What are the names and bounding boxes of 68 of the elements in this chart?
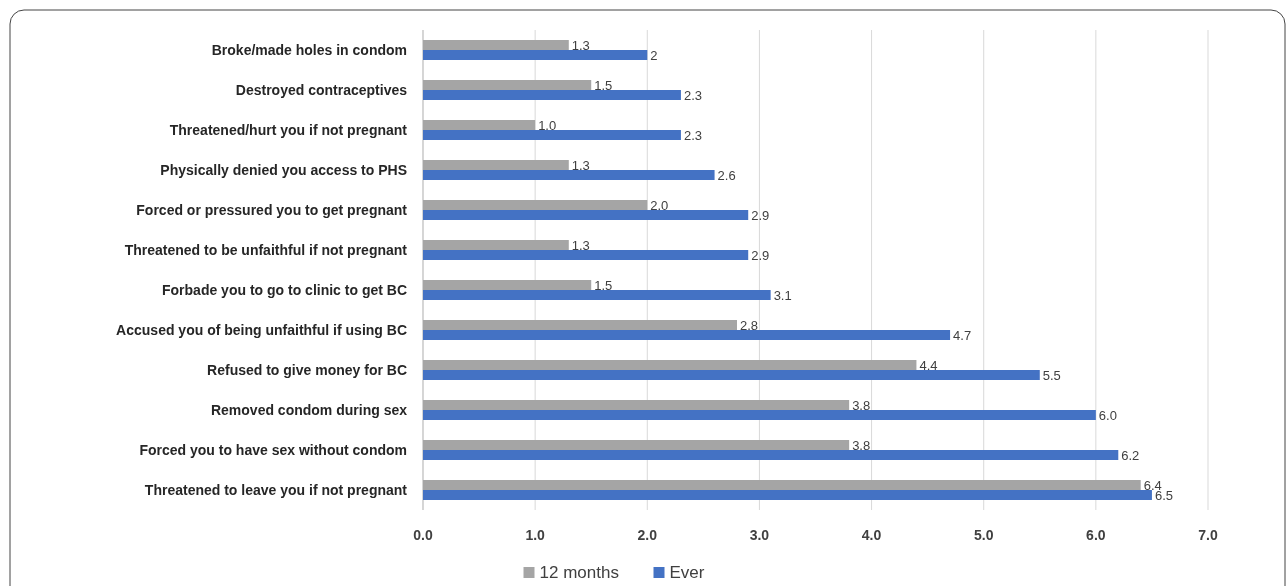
data-label: 2.3 bbox=[683, 128, 703, 143]
y-tick-label: Forced or pressured you to get pregnant bbox=[136, 202, 408, 218]
x-tick-label: 4.0 bbox=[861, 527, 882, 543]
y-tick-label: Forced you to have sex without condom bbox=[139, 442, 407, 458]
data-label: 1.3 bbox=[571, 38, 590, 53]
data-label: 3.8 bbox=[852, 398, 871, 413]
bar bbox=[423, 490, 1152, 500]
y-tick-label: Destroyed contraceptives bbox=[235, 82, 408, 98]
legend-label: Ever bbox=[669, 563, 705, 582]
y-tick-label: Threatened to be unfaithful if not pregnant bbox=[124, 242, 408, 258]
data-label: 4.7 bbox=[953, 328, 972, 343]
y-tick-label: Accused you of being unfaithful if using BC bbox=[116, 322, 407, 338]
y-tick-label: Threatened to leave you if not pregnant bbox=[144, 482, 408, 498]
data-label: 4.4 bbox=[919, 358, 938, 373]
y-tick-label: Broke/made holes in condom bbox=[211, 42, 407, 58]
x-tick-label: 3.0 bbox=[749, 527, 770, 543]
data-label: 1.5 bbox=[594, 278, 613, 293]
x-tick-label: 5.0 bbox=[973, 527, 994, 543]
data-label: 2.3 bbox=[683, 88, 703, 103]
bar bbox=[423, 170, 715, 180]
x-tick-label: 7.0 bbox=[1198, 527, 1218, 543]
bar bbox=[423, 290, 771, 300]
bar bbox=[423, 80, 592, 90]
bar bbox=[423, 240, 569, 250]
bar bbox=[423, 360, 917, 370]
bar bbox=[423, 50, 648, 60]
data-label: 2.8 bbox=[740, 318, 759, 333]
legend-label: 12 months bbox=[539, 563, 619, 582]
bar bbox=[423, 370, 1040, 380]
data-label: 3.8 bbox=[852, 438, 871, 453]
bar bbox=[423, 440, 850, 450]
bar bbox=[423, 330, 951, 340]
bar bbox=[423, 160, 569, 170]
bar bbox=[423, 400, 850, 410]
bar bbox=[423, 450, 1119, 460]
y-tick-label: Threatened/hurt you if not pregnant bbox=[169, 122, 408, 138]
data-label: 6.2 bbox=[1121, 448, 1140, 463]
x-tick-label: 0.0 bbox=[413, 527, 433, 543]
data-label: 2.9 bbox=[751, 248, 770, 263]
y-tick-label: Physically denied you access to PHS bbox=[160, 162, 407, 178]
bar bbox=[423, 90, 681, 100]
data-label: 3.1 bbox=[773, 288, 792, 303]
data-label: 2.0 bbox=[650, 198, 669, 213]
y-tick-label: Forbade you to go to clinic to get BC bbox=[162, 282, 407, 298]
data-label: 2.6 bbox=[717, 168, 736, 183]
bar bbox=[423, 200, 648, 210]
data-label: 1.5 bbox=[594, 78, 613, 93]
data-label: 1.3 bbox=[571, 238, 590, 253]
bar bbox=[423, 480, 1141, 490]
bar bbox=[423, 120, 536, 130]
bar bbox=[423, 320, 737, 330]
data-label: 2 bbox=[650, 48, 658, 63]
x-tick-label: 1.0 bbox=[525, 527, 546, 543]
bar bbox=[423, 250, 749, 260]
bar bbox=[423, 40, 569, 50]
bar bbox=[423, 130, 681, 140]
bar bbox=[423, 210, 749, 220]
data-label: 2.9 bbox=[751, 208, 770, 223]
bar bbox=[423, 410, 1096, 420]
data-label: 1.0 bbox=[538, 118, 557, 133]
bar bbox=[423, 280, 592, 290]
data-label: 6.0 bbox=[1098, 408, 1117, 423]
data-label: 5.5 bbox=[1042, 368, 1061, 383]
x-tick-label: 6.0 bbox=[1086, 527, 1106, 543]
y-tick-label: Refused to give money for BC bbox=[207, 362, 407, 378]
data-label: 1.3 bbox=[571, 158, 590, 173]
x-tick-label: 2.0 bbox=[637, 527, 658, 543]
y-tick-label: Removed condom during sex bbox=[210, 402, 408, 418]
